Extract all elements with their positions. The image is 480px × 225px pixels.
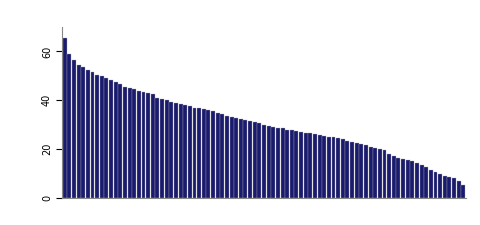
Bar [105, 78, 108, 198]
Bar [63, 38, 67, 198]
Bar [137, 90, 141, 198]
Bar [202, 109, 206, 198]
Bar [308, 133, 312, 198]
Bar [188, 106, 192, 198]
Bar [276, 128, 280, 198]
Bar [169, 101, 173, 198]
Bar [267, 126, 271, 198]
Bar [461, 184, 465, 198]
Bar [304, 133, 308, 198]
Bar [271, 127, 275, 198]
Bar [128, 88, 132, 198]
Bar [257, 124, 261, 198]
Bar [211, 111, 215, 198]
Bar [132, 89, 136, 198]
Bar [109, 79, 113, 198]
Bar [369, 147, 372, 198]
Bar [401, 159, 405, 198]
Bar [350, 142, 354, 198]
Bar [81, 67, 85, 198]
Bar [151, 94, 155, 198]
Bar [220, 114, 224, 198]
Bar [239, 119, 243, 198]
Bar [253, 122, 257, 198]
Bar [142, 92, 145, 198]
Bar [424, 167, 428, 198]
Bar [156, 98, 159, 198]
Bar [119, 84, 122, 198]
Bar [456, 181, 461, 198]
Bar [313, 135, 317, 198]
Bar [438, 173, 442, 198]
Bar [290, 130, 294, 198]
Bar [100, 76, 104, 198]
Bar [447, 177, 451, 198]
Bar [387, 154, 391, 198]
Bar [429, 170, 433, 198]
Bar [396, 158, 400, 198]
Bar [373, 148, 377, 198]
Bar [248, 121, 252, 198]
Bar [91, 72, 95, 198]
Bar [262, 125, 266, 198]
Bar [383, 150, 386, 198]
Bar [433, 172, 437, 198]
Bar [406, 160, 409, 198]
Bar [392, 156, 396, 198]
Bar [179, 104, 182, 198]
Bar [332, 137, 336, 198]
Bar [146, 93, 150, 198]
Bar [234, 118, 238, 198]
Bar [410, 161, 414, 198]
Bar [346, 141, 349, 198]
Bar [336, 138, 340, 198]
Bar [299, 132, 303, 198]
Bar [174, 103, 178, 198]
Bar [216, 113, 220, 198]
Bar [420, 165, 423, 198]
Bar [443, 176, 447, 198]
Bar [294, 131, 299, 198]
Bar [72, 60, 76, 198]
Bar [364, 146, 368, 198]
Bar [229, 117, 234, 198]
Bar [192, 108, 196, 198]
Bar [165, 100, 168, 198]
Bar [197, 108, 201, 198]
Bar [378, 149, 382, 198]
Bar [355, 143, 359, 198]
Bar [67, 54, 72, 198]
Bar [160, 99, 164, 198]
Bar [360, 144, 363, 198]
Bar [77, 65, 81, 198]
Bar [95, 75, 99, 198]
Bar [114, 82, 118, 198]
Bar [327, 137, 331, 198]
Bar [86, 70, 90, 198]
Bar [341, 139, 345, 198]
Bar [452, 178, 456, 198]
Bar [183, 105, 187, 198]
Bar [415, 163, 419, 198]
Bar [318, 135, 322, 198]
Bar [281, 128, 285, 198]
Bar [206, 110, 210, 198]
Bar [322, 136, 326, 198]
Bar [285, 130, 289, 198]
Bar [225, 116, 229, 198]
Bar [243, 120, 247, 198]
Bar [123, 87, 127, 198]
